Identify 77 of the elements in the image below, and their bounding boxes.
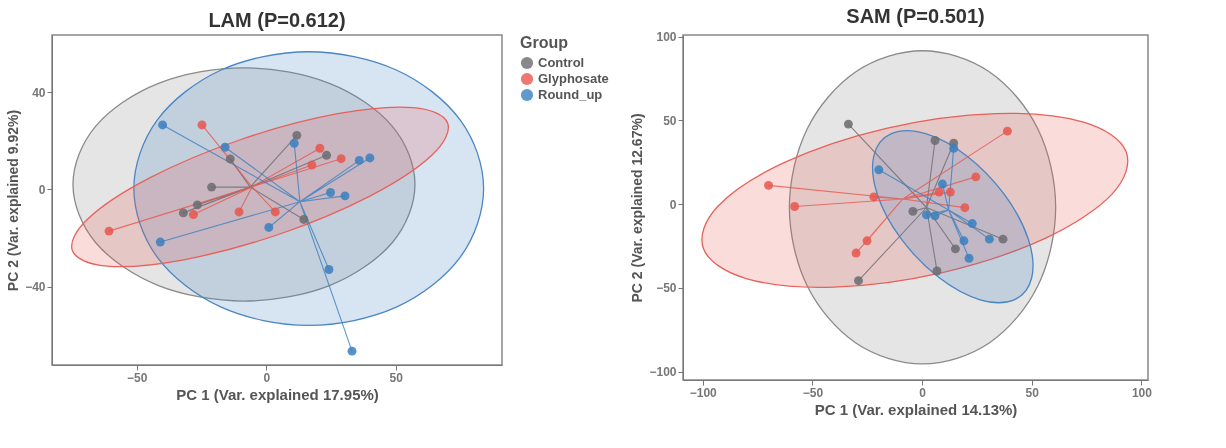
- point: [270, 207, 280, 217]
- legend-title: Group: [520, 34, 569, 51]
- x-tick-label: 0: [263, 370, 271, 385]
- point: [192, 200, 202, 210]
- y-tick-label: −40: [25, 280, 46, 295]
- point: [874, 165, 884, 175]
- x-tick-label: 50: [389, 370, 404, 385]
- point: [851, 248, 861, 258]
- point: [930, 136, 940, 145]
- legend-label: Round_up: [538, 87, 603, 102]
- point: [292, 130, 302, 140]
- point: [1002, 126, 1012, 136]
- point: [967, 219, 977, 229]
- point: [299, 214, 309, 224]
- point: [158, 120, 168, 130]
- chart-title: SAM (P=0.501): [846, 4, 985, 27]
- point: [340, 191, 350, 201]
- point: [930, 211, 940, 221]
- y-tick-label: −50: [656, 281, 677, 296]
- y-tick-label: 100: [656, 30, 677, 45]
- point: [322, 150, 332, 160]
- point: [326, 188, 335, 197]
- y-tick-label: 50: [663, 113, 677, 128]
- x-tick-label: 100: [1131, 385, 1153, 400]
- y-tick-label: 0: [669, 197, 677, 212]
- x-tick-label: 50: [1025, 385, 1040, 400]
- point: [921, 210, 931, 220]
- point: [225, 154, 235, 164]
- point: [950, 244, 960, 254]
- y-axis-title: PC 2 (Var. explained 9.92%): [5, 109, 22, 292]
- point: [315, 143, 325, 153]
- point: [843, 119, 853, 129]
- x-tick-label: −50: [802, 385, 824, 400]
- y-tick-label: 0: [38, 182, 46, 197]
- point: [354, 155, 364, 165]
- point: [964, 253, 974, 263]
- point: [869, 192, 879, 202]
- point: [365, 153, 375, 163]
- point: [336, 154, 346, 164]
- point: [984, 234, 994, 244]
- point: [945, 187, 955, 197]
- point: [104, 226, 114, 236]
- point: [234, 207, 244, 217]
- point: [971, 172, 981, 182]
- point: [790, 202, 800, 211]
- point: [155, 237, 165, 247]
- point: [347, 346, 357, 356]
- point: [934, 187, 944, 197]
- chart-title: LAM (P=0.612): [208, 9, 346, 31]
- x-axis-title: PC 1 (Var. explained 17.95%): [176, 385, 379, 403]
- x-tick-label: 0: [919, 385, 927, 400]
- point: [959, 236, 969, 246]
- point: [949, 143, 959, 153]
- point: [998, 234, 1008, 244]
- point: [960, 203, 970, 213]
- point: [938, 179, 947, 189]
- point: [188, 210, 198, 220]
- point: [764, 180, 774, 190]
- point: [220, 142, 230, 152]
- legend-label: Control: [538, 55, 585, 70]
- point: [324, 265, 334, 274]
- x-tick-label: −100: [689, 385, 718, 400]
- y-tick-label: 40: [32, 85, 46, 100]
- point: [207, 182, 217, 192]
- point: [854, 276, 863, 286]
- x-axis-title: PC 1 (Var. explained 14.13%): [814, 400, 1018, 418]
- x-tick-label: −50: [127, 370, 148, 385]
- point: [307, 160, 317, 170]
- point: [178, 208, 188, 218]
- point: [908, 206, 918, 216]
- legend-label: Glyphosate: [538, 71, 609, 86]
- point: [264, 223, 274, 232]
- y-axis-title: PC 2 (Var. explained 12.67%): [629, 113, 646, 303]
- point: [289, 138, 299, 148]
- point: [197, 120, 207, 130]
- point: [932, 266, 942, 276]
- point: [862, 236, 872, 246]
